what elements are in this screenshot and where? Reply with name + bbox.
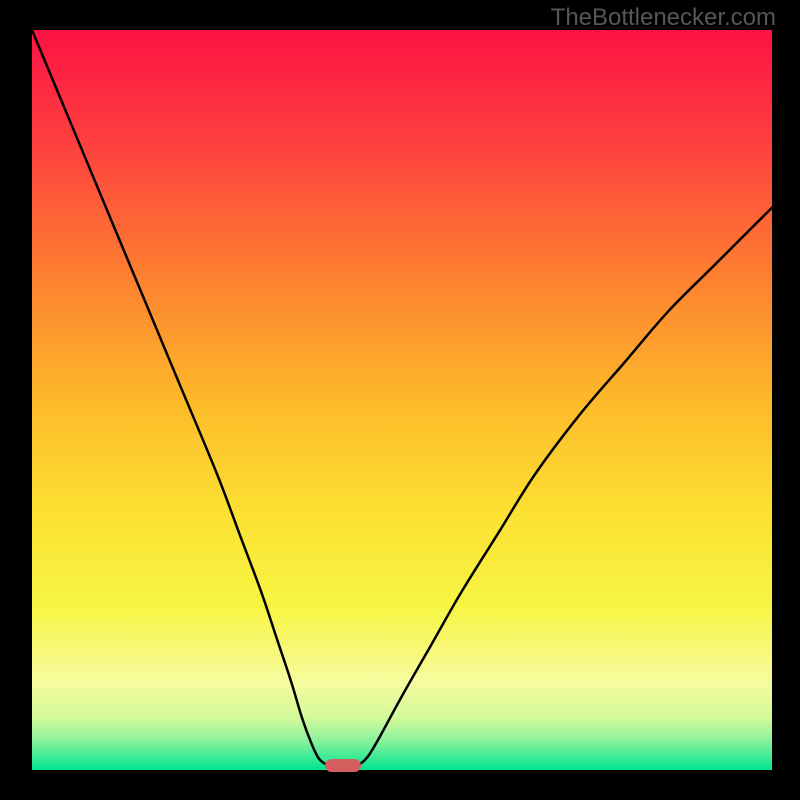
- chart-frame: TheBottlenecker.com: [0, 0, 800, 800]
- bottleneck-curve: [32, 30, 772, 770]
- watermark-text: TheBottlenecker.com: [551, 4, 776, 32]
- optimal-marker: [325, 759, 361, 772]
- plot-area: [32, 30, 772, 770]
